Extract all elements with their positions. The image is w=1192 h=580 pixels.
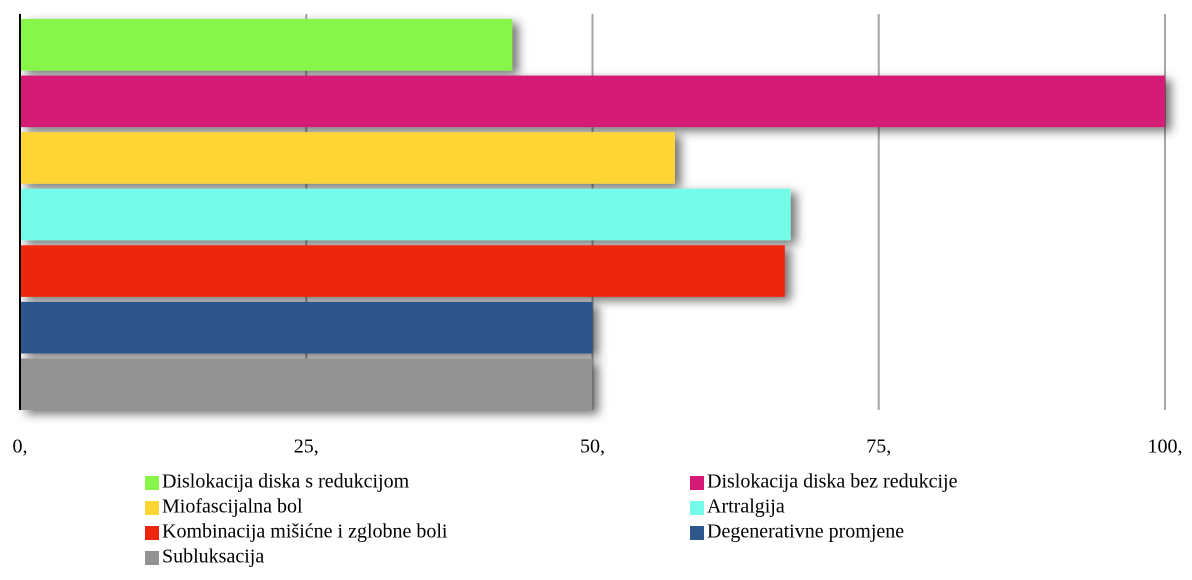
- x-tick-label: 75,: [866, 436, 891, 458]
- legend-marker: [690, 476, 704, 490]
- legend-marker: [145, 551, 159, 565]
- legend-marker: [145, 476, 159, 490]
- legend-label: Dislokacija diska bez redukcije: [707, 471, 958, 493]
- x-tick-label: 50,: [580, 436, 605, 458]
- legend-label: Subluksacija: [162, 546, 264, 568]
- x-tick-label: 25,: [294, 436, 319, 458]
- legend-label: Artralgija: [707, 496, 785, 518]
- legend-marker: [690, 526, 704, 540]
- bar: [20, 19, 513, 71]
- legend-marker: [145, 526, 159, 540]
- bar: [20, 358, 593, 410]
- bar: [20, 132, 675, 184]
- legend-label: Degenerativne promjene: [707, 521, 904, 543]
- bar: [20, 188, 791, 241]
- x-tick-label: 100,: [1148, 436, 1183, 458]
- legend-label: Miofascijalna bol: [162, 496, 303, 518]
- legend-label: Kombinacija mišićne i zglobne boli: [162, 521, 448, 543]
- legend-marker: [145, 501, 159, 515]
- bar: [20, 75, 1165, 128]
- x-tick-label: 0,: [13, 436, 28, 458]
- bar: [20, 301, 593, 354]
- bar: [20, 245, 785, 297]
- legend-marker: [690, 501, 704, 515]
- legend-label: Dislokacija diska s redukcijom: [162, 471, 410, 493]
